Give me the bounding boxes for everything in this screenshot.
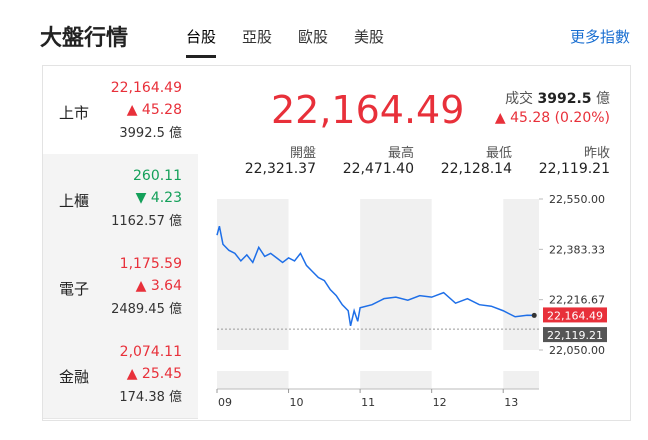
arrow-icon: ▲ [494, 110, 506, 126]
market-price: 260.11 [133, 168, 182, 184]
tab[interactable]: 美股 [354, 28, 385, 46]
page-title: 大盤行情 [40, 26, 129, 51]
last-label-box [543, 307, 607, 323]
hour-band [503, 371, 539, 389]
hour-band [503, 199, 539, 350]
y-tick-label: 22,550.00 [549, 193, 605, 206]
y-tick-label: 22,383.33 [549, 243, 605, 256]
market-price: 2,074.11 [119, 344, 182, 360]
market-row[interactable]: 電子 1,175.59 ▲ 3.64 2489.45 億 [43, 242, 198, 331]
price-line [216, 225, 535, 327]
stat-value: 22,471.40 [342, 161, 414, 177]
arrow-icon: ▲ [135, 278, 151, 294]
market-price: 1,175.59 [119, 256, 182, 272]
stat-label: 開盤 [289, 146, 316, 161]
panel: 上市 22,164.49 ▲ 45.28 3992.5 億上櫃 260.11 ▼ 4.23… [42, 65, 631, 421]
market-change: ▲ 3.64 [136, 278, 182, 294]
market-name: 電子 [59, 280, 90, 298]
x-tick-label: 10 [290, 396, 304, 409]
market-volume: 174.38 億 [119, 390, 182, 405]
tab[interactable]: 台股 [186, 26, 217, 58]
change-value: 25.45 [141, 366, 182, 382]
quote-change: ▲ 45.28 (0.20%) [495, 110, 610, 126]
hour-band [360, 371, 432, 389]
market-name: 上櫃 [59, 192, 90, 210]
arrow-icon: ▲ [126, 366, 142, 382]
value: 3992.5 [537, 91, 592, 107]
intraday-chart: 09 10 11 12 13 22,550.00 22,383.33 22,216.67 22,… [216, 193, 607, 409]
stat-value: 22,321.37 [244, 161, 316, 177]
unit: 億 [596, 91, 610, 107]
market-change: ▼ 4.23 [136, 190, 182, 206]
x-tick-label: 09 [218, 396, 232, 409]
hour-band [217, 199, 289, 350]
arrow-icon: ▲ [126, 102, 142, 118]
stat-value: 22,119.21 [538, 161, 610, 177]
last-point [531, 312, 537, 318]
prev-label-box [543, 327, 607, 343]
market-change: ▲ 25.45 [127, 366, 182, 382]
market-row[interactable]: 上市 22,164.49 ▲ 45.28 3992.5 億 [43, 66, 198, 155]
market-row[interactable]: 金融 2,074.11 ▲ 25.45 174.38 億 [43, 330, 198, 419]
market-name: 金融 [59, 368, 90, 386]
x-tick-label: 11 [361, 396, 375, 409]
market-change: ▲ 45.28 [127, 102, 182, 118]
market-volume: 2489.45 億 [111, 302, 182, 317]
y-tick-label: 22,050.00 [549, 344, 605, 357]
change-value: 4.23 [150, 190, 182, 206]
market-row[interactable]: 上櫃 260.11 ▼ 4.23 1162.57 億 [43, 154, 198, 243]
change-value: 3.64 [150, 278, 182, 294]
stat-value: 22,128.14 [440, 161, 512, 177]
tab[interactable]: 亞股 [242, 28, 273, 46]
market-volume: 1162.57 億 [111, 214, 182, 229]
y-tick-label: 22,216.67 [549, 294, 605, 307]
stat-label: 最高 [387, 146, 414, 161]
label: 成交 [505, 91, 534, 107]
market-price: 22,164.49 [110, 80, 182, 96]
hour-band [217, 371, 289, 389]
arrow-icon: ▼ [135, 190, 151, 206]
last-label: 22,164.49 [547, 309, 603, 322]
quote-volume: 成交 3992.5 億 [505, 88, 610, 108]
hour-band [360, 199, 432, 350]
stat-label: 昨收 [583, 146, 610, 161]
prev-label: 22,119.21 [547, 329, 603, 342]
market-name: 上市 [59, 104, 90, 122]
change-value: 45.28 [141, 102, 182, 118]
market-volume: 3992.5 億 [119, 126, 182, 141]
stat-label: 最低 [485, 146, 512, 161]
quote-price: 22,164.49 [271, 88, 465, 132]
more-link[interactable]: 更多指數 [569, 28, 630, 46]
tab[interactable]: 歐股 [298, 28, 329, 46]
x-tick-label: 12 [433, 396, 447, 409]
x-tick-label: 13 [504, 396, 518, 409]
value: 45.28 (0.20%) [510, 110, 610, 126]
